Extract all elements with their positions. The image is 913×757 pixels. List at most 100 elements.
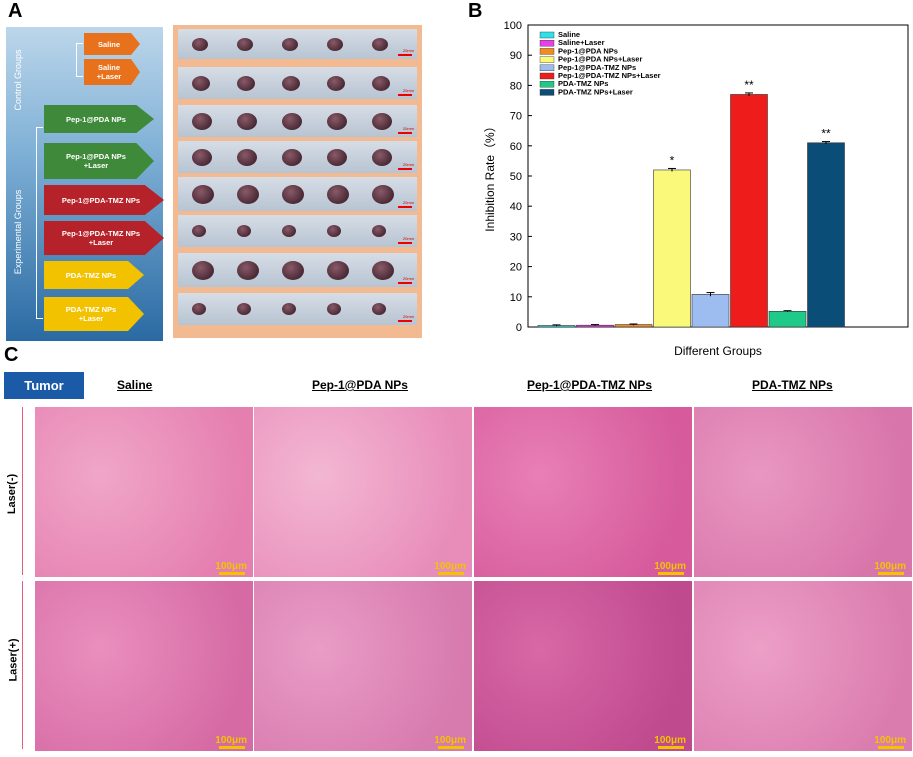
row-divider — [22, 581, 23, 749]
tumor-specimen — [237, 75, 255, 91]
group-schematic: Control Groups Experimental Groups Salin… — [6, 27, 164, 341]
scale-bar — [658, 572, 684, 575]
histology-image: 100μm — [474, 407, 692, 577]
scale-label: 100μm — [654, 735, 686, 746]
legend-swatch — [539, 64, 555, 72]
histology-image: 100μm — [35, 581, 253, 751]
tumor-row: 20mm — [178, 215, 417, 247]
legend-swatch — [539, 48, 555, 55]
scale-bar — [398, 94, 412, 96]
row-label: Laser(+) — [7, 638, 20, 682]
tumor-specimen — [372, 37, 388, 51]
tumor-specimen — [372, 260, 394, 280]
panel-letter-c: C — [4, 344, 19, 366]
inhibition-rate-chart: 0 10 20 30 40 50 60 70 80 90 100 Inhibition Rate（%）… — [483, 20, 909, 358]
tumor-specimen — [192, 303, 206, 315]
scale-bar — [438, 746, 464, 749]
histology-image: 100μm — [694, 581, 912, 751]
y-tick-label: 60 — [510, 141, 522, 153]
scale-label: 20mm — [402, 276, 414, 281]
tumor-specimen — [327, 37, 343, 51]
legend-entry: Pep-1@PDA NPs+Laser — [558, 55, 642, 64]
bar — [653, 169, 691, 328]
group-arrow: Pep-1@PDA-TMZ NPs — [44, 185, 164, 215]
scale-label: 20mm — [402, 314, 414, 319]
bar — [807, 142, 845, 328]
scale-bar — [658, 746, 684, 749]
tumor-specimen — [237, 37, 253, 51]
histology-image: 100μm — [254, 407, 472, 577]
y-axis-label: Inhibition Rate（%） — [483, 120, 497, 231]
scale-bar — [398, 242, 412, 244]
tumor-specimen — [282, 184, 304, 204]
scale-bar — [878, 572, 904, 575]
tumor-specimen — [237, 148, 257, 166]
group-arrow: PDA-TMZ NPs — [44, 261, 144, 289]
tumor-row: 20mm — [178, 253, 417, 287]
tumor-specimen — [372, 184, 394, 204]
scale-label: 100μm — [434, 561, 466, 572]
y-tick-label: 100 — [504, 20, 522, 32]
y-tick-label: 90 — [510, 50, 522, 62]
tumor-specimen — [372, 303, 386, 315]
y-tick-label: 0 — [516, 322, 522, 334]
significance-marker: ** — [821, 127, 831, 141]
bar — [768, 310, 807, 328]
scale-label: 100μm — [654, 561, 686, 572]
significance-marker: * — [670, 153, 675, 167]
legend-swatch — [539, 72, 555, 80]
tumor-specimen — [282, 112, 302, 130]
group-arrow: Pep-1@PDA NPs +Laser — [44, 143, 154, 179]
tumor-row: 20mm — [178, 105, 417, 137]
legend-swatch — [539, 56, 555, 63]
group-arrow: PDA-TMZ NPs +Laser — [44, 297, 144, 331]
control-groups-label: Control Groups — [13, 49, 23, 111]
tumor-specimen — [282, 260, 304, 280]
y-tick-label: 50 — [510, 171, 522, 183]
legend-swatch — [539, 89, 555, 96]
row-label: Laser(-) — [6, 473, 19, 515]
legend-entry: Saline — [558, 30, 580, 39]
y-tick-label: 70 — [510, 111, 522, 123]
scale-label: 20mm — [402, 126, 414, 131]
column-header: PDA-TMZ NPs — [752, 378, 833, 392]
scale-bar — [398, 320, 412, 322]
tumor-row: 20mm — [178, 293, 417, 325]
tumor-row: 20mm — [178, 67, 417, 99]
y-tick-label: 10 — [510, 292, 522, 304]
scale-label: 100μm — [874, 735, 906, 746]
tumor-specimen — [192, 75, 210, 91]
tumor-specimen — [282, 148, 302, 166]
legend-entry: Pep-1@PDA-TMZ NPs+Laser — [558, 71, 661, 80]
tumor-specimen — [327, 75, 345, 91]
tumor-row: 20mm — [178, 141, 417, 173]
tumor-photos: 20mm 20mm 20mm 20mm 20mm 20mm 20mm 20mm — [173, 25, 422, 338]
legend-entry: PDA-TMZ NPs — [558, 79, 608, 88]
tumor-specimen — [192, 148, 212, 166]
scale-bar — [438, 572, 464, 575]
y-tick-label: 30 — [510, 231, 522, 243]
tumor-specimen — [237, 184, 259, 204]
tumor-specimen — [327, 303, 341, 315]
scale-bar — [398, 168, 412, 170]
bar — [730, 94, 768, 328]
column-header: Pep-1@PDA NPs — [312, 378, 408, 392]
legend-swatch — [539, 40, 555, 47]
tumor-specimen — [192, 184, 214, 204]
panel-letter-b: B — [468, 0, 483, 22]
scale-label: 100μm — [215, 561, 247, 572]
histology-image: 100μm — [254, 581, 472, 751]
scale-bar — [878, 746, 904, 749]
tumor-specimen — [372, 148, 392, 166]
tumor-specimen — [327, 112, 347, 130]
scale-bar — [398, 132, 412, 134]
tumor-specimen — [372, 75, 390, 91]
tumor-specimen — [327, 260, 349, 280]
tumor-specimen — [237, 225, 251, 237]
tumor-specimen — [192, 37, 208, 51]
tumor-specimen — [192, 112, 212, 130]
scale-bar — [219, 572, 245, 575]
tumor-specimen — [327, 148, 347, 166]
tumor-specimen — [282, 225, 296, 237]
group-arrow: Saline — [84, 33, 140, 55]
